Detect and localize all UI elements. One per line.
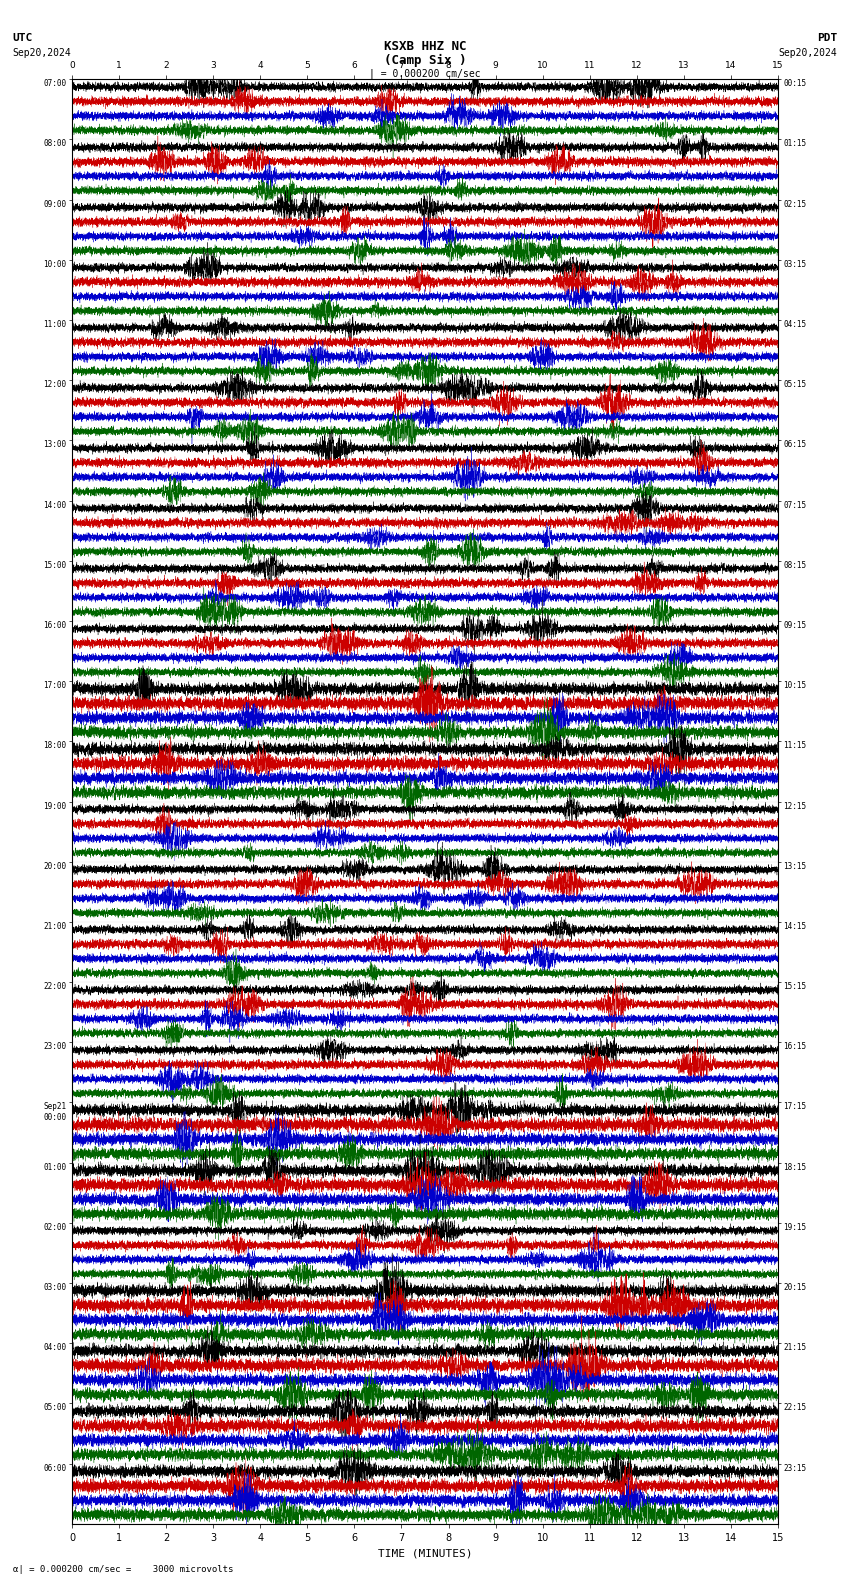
Text: (Camp Six ): (Camp Six ) (383, 54, 467, 67)
Text: α| = 0.000200 cm/sec =    3000 microvolts: α| = 0.000200 cm/sec = 3000 microvolts (13, 1565, 233, 1574)
X-axis label: TIME (MINUTES): TIME (MINUTES) (377, 1549, 473, 1559)
Text: Sep20,2024: Sep20,2024 (779, 48, 837, 57)
Text: PDT: PDT (817, 33, 837, 43)
Text: UTC: UTC (13, 33, 33, 43)
Text: | = 0.000200 cm/sec: | = 0.000200 cm/sec (369, 68, 481, 79)
Text: Sep20,2024: Sep20,2024 (13, 48, 71, 57)
Text: KSXB HHZ NC: KSXB HHZ NC (383, 40, 467, 52)
